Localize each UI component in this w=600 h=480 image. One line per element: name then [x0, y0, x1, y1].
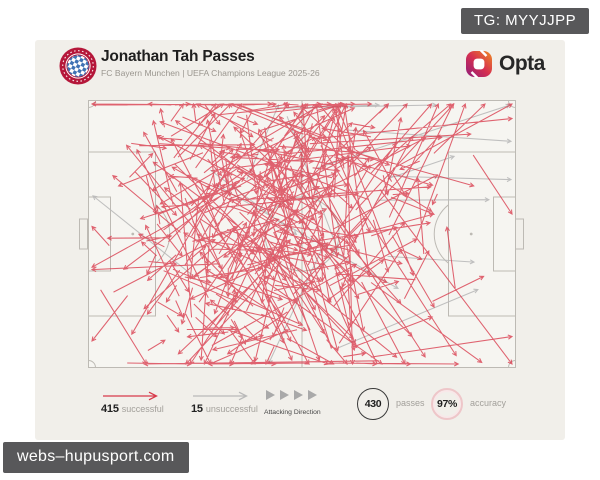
successful-count: 415	[101, 403, 119, 415]
unsuccessful-pass-legend-arrow-icon	[193, 391, 248, 401]
successful-legend: 415 successful	[101, 403, 164, 415]
page-title: Jonathan Tah Passes	[101, 48, 255, 65]
successful-pass-layer	[90, 101, 514, 367]
opta-logo-icon	[466, 50, 492, 78]
infographic-card: Jonathan Tah Passes FC Bayern Munchen | …	[35, 40, 565, 440]
accuracy-value: 97%	[436, 398, 458, 410]
play-triangle-icon	[308, 390, 317, 400]
unsuccessful-count: 15	[191, 403, 203, 415]
total-passes-label: passes	[396, 398, 425, 408]
attacking-direction-label: Attacking Direction	[264, 409, 321, 416]
play-triangle-icon	[266, 390, 275, 400]
unsuccessful-label: unsuccessful	[205, 404, 258, 414]
opta-wordmark: Opta	[499, 52, 545, 75]
play-triangle-icon	[280, 390, 289, 400]
play-triangle-icon	[294, 390, 303, 400]
total-passes-badge: 430	[357, 388, 389, 420]
page-subtitle: FC Bayern Munchen | UEFA Champions Leagu…	[101, 68, 320, 78]
watermark: webs–hupusport.com	[3, 442, 189, 473]
tg-badge: TG: MYYJJPP	[461, 8, 590, 34]
accuracy-label: accuracy	[470, 398, 507, 408]
pass-map	[79, 100, 524, 368]
attacking-direction-icons	[266, 390, 317, 400]
unsuccessful-legend: 15 unsuccessful	[191, 403, 258, 415]
bayern-munchen-crest-icon	[59, 47, 97, 85]
successful-label: successful	[121, 404, 164, 414]
total-passes-value: 430	[364, 398, 382, 410]
opta-brand: Opta	[465, 50, 545, 78]
pitch	[79, 100, 524, 368]
accuracy-badge: 97%	[431, 388, 463, 420]
successful-pass-legend-arrow-icon	[103, 391, 158, 401]
